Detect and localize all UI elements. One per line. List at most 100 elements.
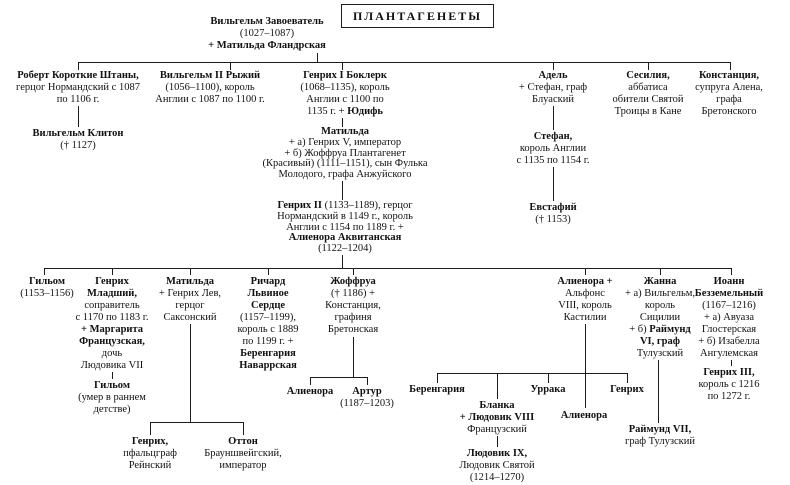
text-segment: Англии с 1154 по 1189 г. + <box>286 221 404 233</box>
text-segment: Констанция, <box>698 70 760 81</box>
text-segment: + Людовик VIII <box>459 412 535 423</box>
node-adele: Адель + Стефан, граф Блуаский <box>498 70 608 106</box>
text-segment: Бланка <box>479 400 515 411</box>
text-segment: (1214–1270) <box>469 472 525 483</box>
node-joan: Жанна + а) Вильгельм, король Сицилии + б) Ра… <box>610 276 710 360</box>
text-segment: герцог Нормандский с 1087 <box>16 82 140 93</box>
connector-line <box>437 373 627 375</box>
connector-line <box>78 62 80 70</box>
text-segment: + Матильда Фландрская <box>208 40 326 51</box>
text-segment: Наваррская <box>239 360 297 371</box>
node-eleanor-2-text-row: Алиенора <box>544 410 624 422</box>
text-segment: Иоанн <box>713 276 745 287</box>
node-louis-ix-text-row: (1214–1270) <box>441 472 553 484</box>
node-joan-text-row: Сицилии <box>610 312 710 324</box>
node-constance-text-row: Бретонского <box>672 106 787 118</box>
node-robert-shorts: Роберт Короткие Штаны, герцог Нормандский… <box>0 70 158 106</box>
node-henry-ii-text-row: Англии с 1154 по 1189 г. + <box>248 221 443 234</box>
connector-line <box>230 62 232 70</box>
node-wilhelm-kliton-text-row: († 1127) <box>13 140 143 152</box>
text-segment: Матильда <box>165 276 215 287</box>
node-blanche: Бланка + Людовик VIII Французский <box>441 400 553 436</box>
node-henry-young-king-text-row: Генрих <box>58 276 166 288</box>
text-segment: Оттон <box>228 436 258 447</box>
text-segment: Адель <box>538 70 568 81</box>
text-segment: (Красивый) (1111–1151), сын Фулька <box>262 158 428 170</box>
node-otto-brunswick-text-row: Брауншвейгский, <box>183 448 303 460</box>
node-eleanor-castile-text-row: Альфонс <box>538 288 633 300</box>
node-richard-lionheart-text-row: Ричард <box>218 276 318 288</box>
node-matilda-saxony-text-row: герцог <box>138 300 243 312</box>
text-segment: (1187–1203) <box>340 398 394 409</box>
node-richard-lionheart: Ричард Львиное Сердце (1157–1199), король с … <box>218 276 318 372</box>
text-segment: Беренгария <box>240 348 296 359</box>
node-richard-lionheart-text-row: Сердце <box>218 300 318 312</box>
node-wilhelm-conqueror: Вильгельм Завоеватель (1027–1087) + Матиль… <box>180 16 355 52</box>
text-segment: + Генрих Лев, <box>158 288 222 299</box>
text-segment: Генрих <box>95 276 129 287</box>
text-segment: Саксонский <box>163 312 217 323</box>
text-segment: + б) Жоффруа Плантагенет <box>284 147 406 159</box>
text-segment: VI, граф <box>639 336 681 347</box>
text-segment: Беренгария <box>409 384 465 395</box>
text-segment: Вильгельм Завоеватель <box>210 16 324 27</box>
node-henry-i-beauclerc-text-row: Англии с 1100 по <box>281 94 409 106</box>
text-segment: Безземельный <box>694 288 764 299</box>
text-segment: Троицы в Кане <box>614 106 682 117</box>
node-eustace-text-row: Евстафий <box>508 202 598 214</box>
node-henry-ii-text-row: Нормандский в 1149 г., король <box>248 211 443 223</box>
text-segment: + Маргарита <box>80 324 144 335</box>
node-richard-lionheart-text-row: Беренгария <box>218 348 318 360</box>
text-segment: по 1199 г. + <box>242 336 294 347</box>
connector-line <box>268 268 270 275</box>
connector-line <box>353 337 355 377</box>
node-eustace: Евстафий († 1153) <box>508 202 598 226</box>
text-segment: дочь <box>101 348 123 359</box>
text-segment: + Стефан, граф <box>518 82 588 93</box>
node-matilda-saxony: Матильда + Генрих Лев, герцог Саксонский <box>138 276 243 324</box>
node-eleanor-brittany-text-row: Алиенора <box>279 386 341 398</box>
plantagenets-title-box: ПЛАНТАГЕНЕТЫ <box>341 4 494 28</box>
node-john-lackland-text-row: Ангулемская <box>673 348 785 360</box>
text-segment: († 1186) + <box>330 288 376 299</box>
text-segment: Младший, <box>87 288 137 299</box>
node-henry-i-beauclerc-text-row: 1135 г. + Юдифь <box>281 106 409 118</box>
connector-line <box>497 436 499 447</box>
text-segment: по 1272 г. <box>707 391 751 402</box>
connector-line <box>367 377 369 385</box>
node-wilhelm-kliton: Вильгельм Клитон († 1127) <box>13 128 143 152</box>
connector-line <box>44 268 46 275</box>
node-joan-text-row: Жанна <box>610 276 710 288</box>
node-wilhelm-conqueror-text-row: (1027–1087) <box>180 28 355 40</box>
connector-line <box>317 53 319 62</box>
text-segment: Англии с 1100 по <box>306 94 384 105</box>
node-john-lackland-text-row: (1167–1216) <box>673 300 785 312</box>
text-segment: Брауншвейгский, <box>204 448 282 459</box>
node-eleanor-castile-text-row: Алиенора + <box>538 276 633 288</box>
connector-line <box>243 422 245 435</box>
node-eustace-text-row: († 1153) <box>508 214 598 226</box>
node-henry-young-king-text-row: дочь <box>58 348 166 360</box>
node-cecilia-text-row: аббатиса <box>593 82 703 94</box>
text-segment: герцог <box>175 300 205 311</box>
connector-line <box>731 268 733 275</box>
text-segment: Англии с 1087 по 1100 г. <box>155 94 265 105</box>
node-richard-lionheart-text-row: Наваррская <box>218 360 318 372</box>
node-john-lackland-text-row: Иоанн <box>673 276 785 288</box>
text-segment: Сердце <box>250 300 286 311</box>
text-segment: король с 1889 <box>237 324 299 335</box>
text-segment: Алиенора + <box>557 276 613 287</box>
node-wilhelm-conqueror-text-row: + Матильда Фландрская <box>180 40 355 52</box>
text-segment: Генрих <box>610 384 644 395</box>
text-segment: (умер в раннем <box>78 392 146 403</box>
text-segment: Генрих I Боклерк <box>303 70 387 81</box>
text-segment: король <box>644 300 676 311</box>
text-segment: Бретонского <box>701 106 757 117</box>
node-henry-young-king-text-row: + Маргарита <box>58 324 166 336</box>
node-henry-iii-text-row: по 1272 г. <box>679 391 779 403</box>
text-segment: (1153–1156) <box>20 288 74 299</box>
text-segment: Людовик IX, <box>466 448 528 459</box>
node-matilda-saxony-text-row: + Генрих Лев, <box>138 288 243 300</box>
node-cecilia: Сесилия, аббатиса обители Святой Троицы в К… <box>593 70 703 118</box>
